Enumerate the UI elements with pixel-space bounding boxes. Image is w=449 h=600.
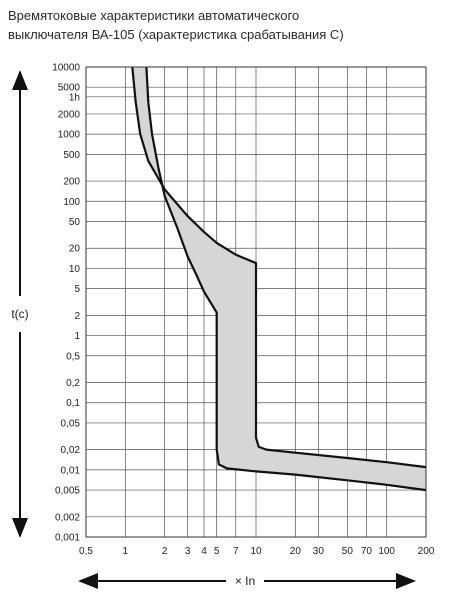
x-tick-label-7: 10: [250, 546, 262, 557]
y-tick-label-2: 1h: [69, 92, 80, 103]
upper-trip-curve: [131, 66, 427, 469]
x-tick-label-5: 5: [214, 546, 220, 557]
y-tick-label-8: 50: [69, 217, 81, 228]
y-tick-label-3: 2000: [58, 109, 81, 120]
y-tick-label-7: 100: [63, 197, 80, 208]
y-tick-label-11: 5: [74, 284, 80, 295]
x-tick-label-2: 2: [162, 546, 168, 557]
x-tick-label-12: 100: [378, 546, 395, 557]
x-axis-label: × In: [235, 574, 255, 588]
y-tick-label-0: 10000: [52, 63, 80, 74]
x-tick-label-3: 3: [185, 546, 191, 557]
axis-arrows: t(c) × In: [11, 70, 416, 589]
lower-trip-curve: [145, 66, 427, 492]
y-tick-label-16: 0,1: [66, 398, 80, 409]
x-tick-label-6: 7: [233, 546, 239, 557]
y-axis-label: t(c): [11, 307, 28, 321]
y-tick-label-10: 10: [69, 264, 81, 275]
y-tick-label-14: 0,5: [66, 351, 80, 362]
x-tick-label-1: 1: [123, 546, 129, 557]
plot-frame: [85, 66, 427, 538]
y-tick-label-9: 20: [69, 244, 81, 255]
x-tick-label-4: 4: [201, 546, 207, 557]
x-tick-label-11: 70: [361, 546, 373, 557]
y-tick-label-22: 0,001: [55, 533, 80, 544]
x-tick-label-9: 30: [313, 546, 325, 557]
y-tick-label-17: 0,05: [61, 418, 81, 429]
y-tick-label-12: 2: [74, 311, 80, 322]
trip-band: [131, 66, 427, 492]
x-tick-label-0: 0,5: [79, 546, 93, 557]
x-tick-label-10: 50: [342, 546, 354, 557]
x-tick-label-13: 200: [418, 546, 435, 557]
y-tick-label-21: 0,002: [55, 512, 80, 523]
plot-border: [85, 66, 427, 538]
y-tick-label-5: 500: [63, 150, 80, 161]
y-tick-label-6: 200: [63, 177, 80, 188]
chart-title-line-2: выключателя ВА-105 (характеристика сраба…: [8, 27, 344, 42]
trip-band-fill: [132, 67, 427, 491]
y-tick-label-15: 0,2: [66, 378, 80, 389]
x-tick-label-8: 20: [290, 546, 302, 557]
y-tick-label-13: 1: [74, 331, 80, 342]
y-tick-label-19: 0,01: [61, 465, 81, 476]
y-tick-label-4: 1000: [58, 130, 81, 141]
y-tick-label-1: 5000: [58, 83, 81, 94]
y-tick-label-18: 0,02: [61, 445, 81, 456]
chart-title: Времятоковые характеристики автоматическ…: [8, 6, 438, 44]
chart-title-line-1: Времятоковые характеристики автоматическ…: [8, 8, 300, 23]
x-tick-labels: 0,5 1 2 3 4 5 7 10 20 30 50 70 100 200: [79, 546, 435, 557]
y-tick-label-20: 0,005: [55, 486, 80, 497]
